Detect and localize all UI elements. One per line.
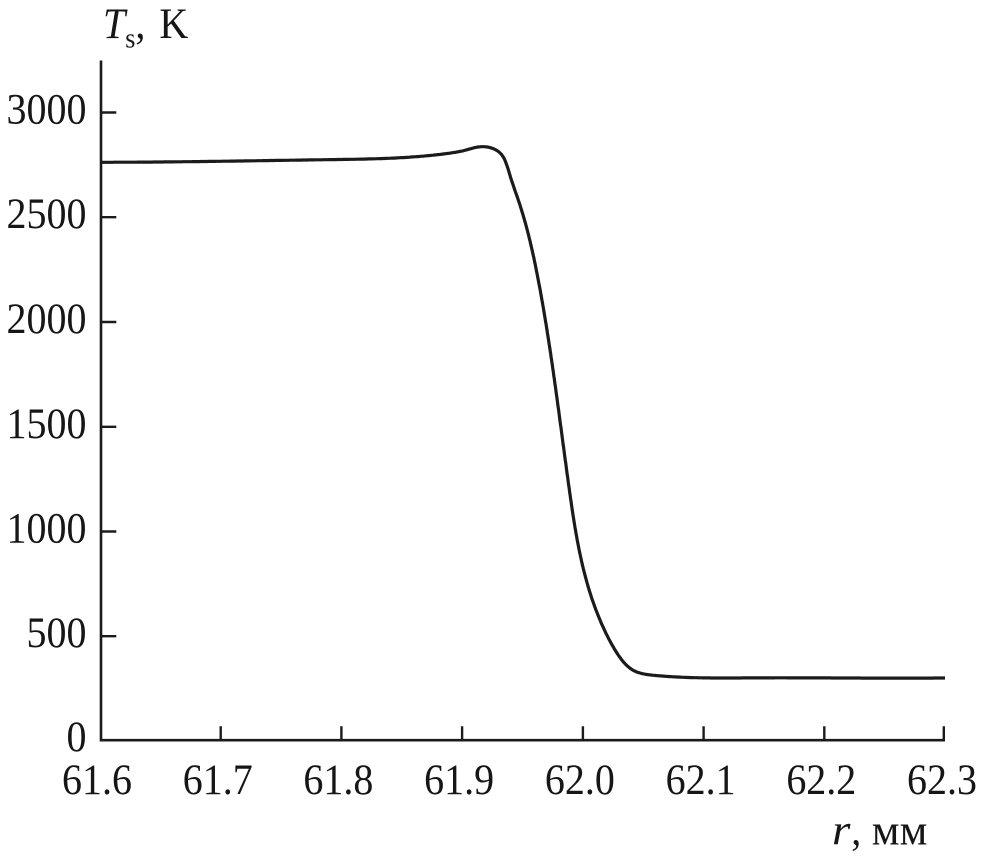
svg-text:61.6: 61.6 bbox=[62, 757, 132, 805]
svg-text:2000: 2000 bbox=[7, 296, 87, 344]
svg-text:61.8: 61.8 bbox=[303, 757, 373, 805]
svg-text:61.9: 61.9 bbox=[424, 757, 494, 805]
svg-text:1500: 1500 bbox=[7, 400, 87, 448]
svg-text:62.0: 62.0 bbox=[545, 757, 615, 805]
svg-text:61.7: 61.7 bbox=[183, 757, 253, 805]
svg-text:500: 500 bbox=[27, 610, 87, 658]
svg-text:1000: 1000 bbox=[7, 505, 87, 553]
svg-text:62.3: 62.3 bbox=[907, 757, 977, 805]
svg-text:3000: 3000 bbox=[7, 86, 87, 134]
svg-text:,: , bbox=[851, 807, 861, 855]
svg-text:Ts, K: Ts, K bbox=[103, 0, 188, 54]
svg-text:62.1: 62.1 bbox=[666, 757, 736, 805]
svg-text:0: 0 bbox=[67, 714, 87, 762]
svg-text:2500: 2500 bbox=[7, 191, 87, 239]
svg-text:мм: мм bbox=[872, 806, 928, 854]
svg-text:r: r bbox=[832, 806, 851, 854]
svg-text:62.2: 62.2 bbox=[786, 757, 856, 805]
